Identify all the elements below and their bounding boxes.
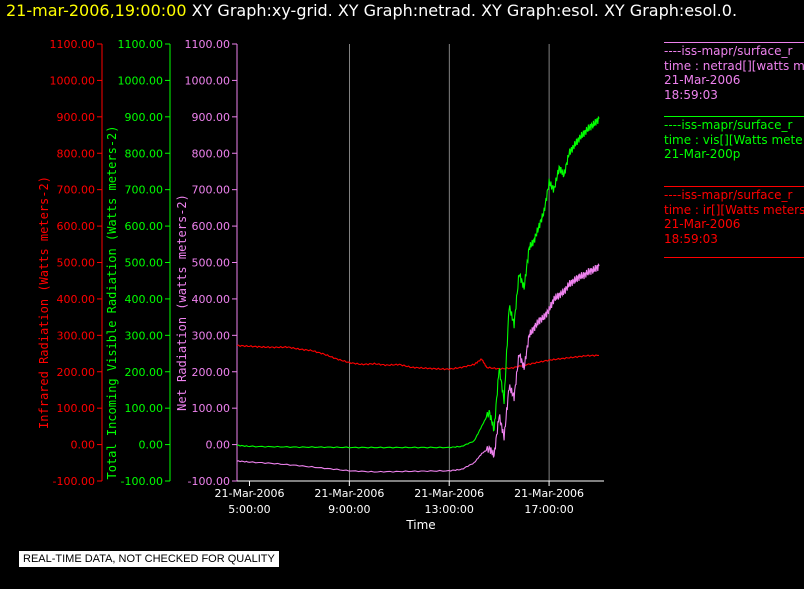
y-tick-label: 1100.00 xyxy=(50,38,96,51)
timestamp: 21-mar-2006,19:00:00 xyxy=(6,1,187,20)
x-tick-date: 21-Mar-2006 xyxy=(314,487,384,500)
quality-notice: REAL-TIME DATA, NOT CHECKED FOR QUALITY xyxy=(19,551,279,567)
legend-entry: ----iss-mapr/surface_r time : vis[][Watts… xyxy=(664,118,803,162)
legend-entry: ----iss-mapr/surface_r time : netrad[][wa… xyxy=(664,44,804,102)
x-tick-date: 21-Mar-2006 xyxy=(514,487,584,500)
y-tick-label: 1000.00 xyxy=(50,74,96,87)
legend-text: ----iss-mapr/surface_r xyxy=(664,188,793,202)
legend-text: ----iss-mapr/surface_r xyxy=(664,44,793,58)
legend-text: 21-Mar-200p xyxy=(664,147,741,161)
series-line-ir xyxy=(236,344,599,371)
legend-text: ----iss-mapr/surface_r xyxy=(664,118,793,132)
y-axis-label-2: Net Radiation (watts meters-2) xyxy=(175,194,189,411)
legend-separator xyxy=(664,186,804,187)
x-axis-label: Time xyxy=(405,518,435,532)
y-tick-label: 100.00 xyxy=(192,402,231,415)
legend-text: 21-Mar-2006 xyxy=(664,73,741,87)
legend-text: 18:59:03 xyxy=(664,87,718,102)
y-tick-label: 700.00 xyxy=(125,184,164,197)
y-tick-label: 700.00 xyxy=(192,184,231,197)
y-tick-label: 600.00 xyxy=(192,220,231,233)
y-tick-label: 0.00 xyxy=(206,439,231,452)
series-line-vis xyxy=(236,116,600,449)
y-tick-label: 900.00 xyxy=(125,111,164,124)
y-tick-label: 800.00 xyxy=(125,147,164,160)
legend-separator xyxy=(664,257,804,258)
y-tick-label: 500.00 xyxy=(125,257,164,270)
y-tick-label: 900.00 xyxy=(57,111,96,124)
y-tick-label: 200.00 xyxy=(57,366,96,379)
legend-text: 18:59:03 xyxy=(664,231,718,246)
y-tick-label: 1000.00 xyxy=(185,74,231,87)
y-tick-label: 300.00 xyxy=(125,329,164,342)
x-tick-time: 9:00:00 xyxy=(328,503,370,516)
legend-separator xyxy=(664,42,804,43)
y-tick-label: 600.00 xyxy=(125,220,164,233)
y-tick-label: 300.00 xyxy=(192,329,231,342)
y-tick-label: 200.00 xyxy=(125,366,164,379)
y-tick-label: -100.00 xyxy=(121,475,163,488)
y-tick-label: 100.00 xyxy=(125,402,164,415)
x-tick-date: 21-Mar-2006 xyxy=(414,487,484,500)
y-tick-label: 900.00 xyxy=(192,111,231,124)
y-tick-label: 0.00 xyxy=(139,439,164,452)
legend-entry: ----iss-mapr/surface_r time : ir[][Watts … xyxy=(664,188,804,246)
y-axis-label-0: Infrared Radiation (Watts meters-2) xyxy=(37,176,51,429)
y-tick-label: 400.00 xyxy=(192,293,231,306)
y-tick-label: 400.00 xyxy=(57,293,96,306)
y-tick-label: 800.00 xyxy=(192,147,231,160)
y-tick-label: -100.00 xyxy=(188,475,230,488)
legend-separator xyxy=(664,116,804,117)
legend-text: time : ir[][Watts meters xyxy=(664,202,804,217)
y-tick-label: 200.00 xyxy=(192,366,231,379)
x-tick-time: 5:00:00 xyxy=(228,503,270,516)
y-tick-label: -100.00 xyxy=(53,475,95,488)
chart-header: 21-mar-2006,19:00:00 XY Graph:xy-grid. X… xyxy=(6,1,737,20)
x-tick-time: 17:00:00 xyxy=(524,503,573,516)
y-tick-label: 300.00 xyxy=(57,329,96,342)
legend-text: time : netrad[][watts m xyxy=(664,58,804,73)
y-tick-label: 0.00 xyxy=(71,439,96,452)
series-line-netrad xyxy=(236,263,600,473)
y-tick-label: 800.00 xyxy=(57,147,96,160)
graph-list: XY Graph:xy-grid. XY Graph:netrad. XY Gr… xyxy=(191,1,738,20)
y-tick-label: 1100.00 xyxy=(185,38,231,51)
y-tick-label: 1000.00 xyxy=(118,74,164,87)
legend-text: 21-Mar-2006 xyxy=(664,217,741,231)
x-tick-date: 21-Mar-2006 xyxy=(214,487,284,500)
y-axis-label-1: Total Incoming Visible Radiation (Watts … xyxy=(105,125,119,479)
y-tick-label: 1100.00 xyxy=(118,38,164,51)
y-tick-label: 500.00 xyxy=(57,257,96,270)
y-tick-label: 700.00 xyxy=(57,184,96,197)
x-tick-time: 13:00:00 xyxy=(425,503,474,516)
y-tick-label: 600.00 xyxy=(57,220,96,233)
y-tick-label: 400.00 xyxy=(125,293,164,306)
legend-text: time : vis[][Watts mete xyxy=(664,132,803,147)
y-tick-label: 500.00 xyxy=(192,257,231,270)
y-tick-label: 100.00 xyxy=(57,402,96,415)
